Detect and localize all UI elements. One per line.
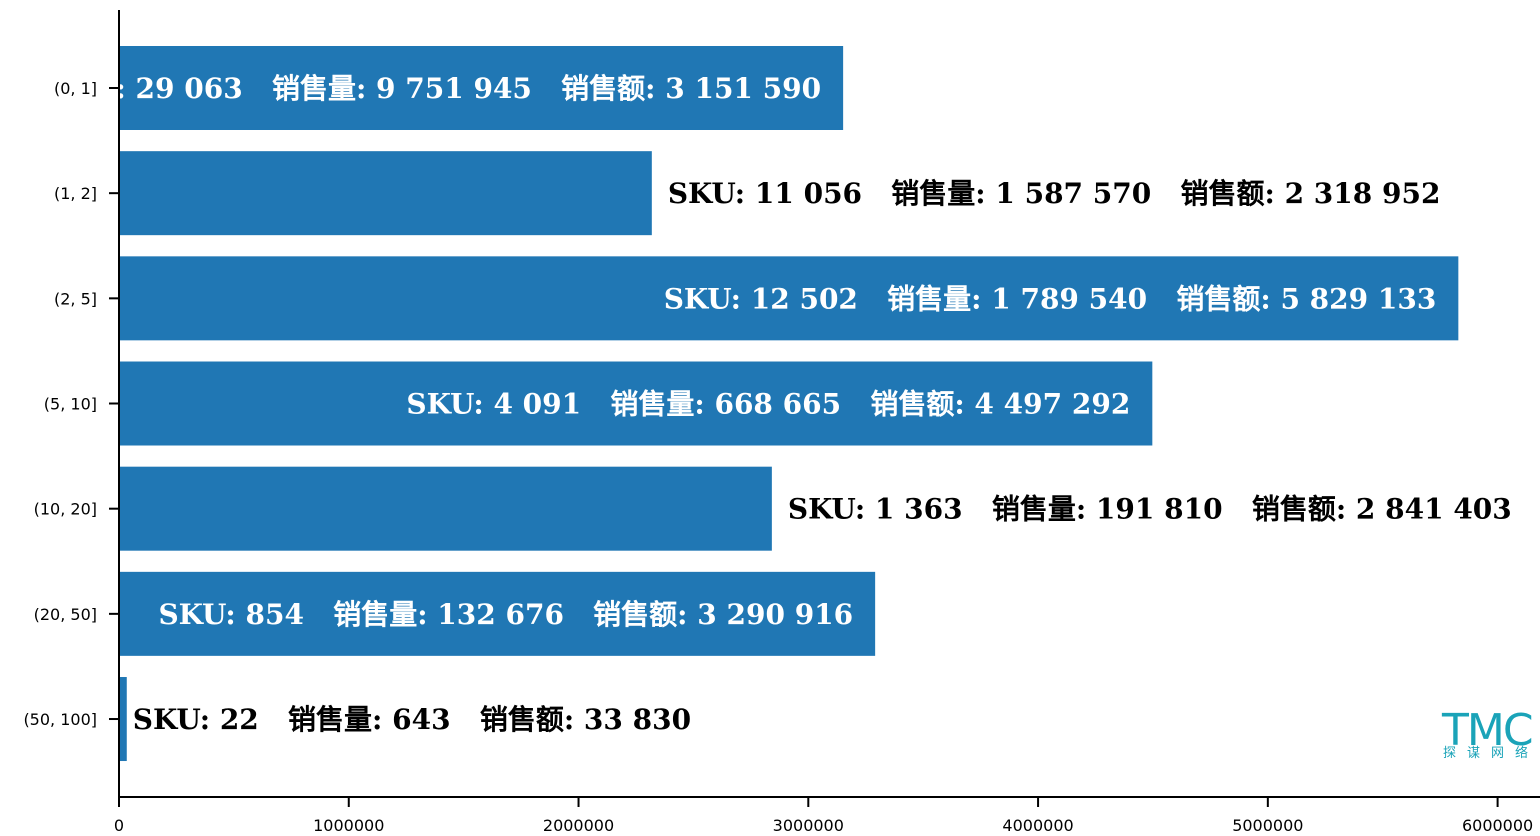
y-tick-label: (5, 10] <box>44 395 97 414</box>
y-tick-label: (50, 100] <box>23 710 97 729</box>
x-tick-label: 2000000 <box>543 816 614 835</box>
bar <box>119 256 1459 341</box>
watermark-logo-text: TMC <box>1441 705 1532 756</box>
x-tick-label: 6000000 <box>1462 816 1533 835</box>
y-tick-label: (0, 1] <box>54 79 97 98</box>
watermark-logo-subtext: 探谋网络 <box>1443 745 1539 761</box>
x-tick-label: 4000000 <box>1002 816 1073 835</box>
bar-data-label: SKU: 12 502 销售量: 1 789 540 销售额: 5 829 13… <box>664 282 1437 315</box>
x-tick-label: 3000000 <box>773 816 844 835</box>
bar <box>119 677 127 762</box>
y-tick-label: (20, 50] <box>34 605 97 624</box>
y-tick-label: (10, 20] <box>34 500 97 519</box>
bar-data-label: SKU: 29 063 销售量: 9 751 945 销售额: 3 151 59… <box>48 72 821 105</box>
bar <box>119 571 876 656</box>
x-tick-label: 5000000 <box>1232 816 1303 835</box>
bar <box>119 46 844 130</box>
bar <box>119 151 652 236</box>
x-tick-label: 0 <box>114 816 124 835</box>
bar <box>119 361 1153 446</box>
y-tick-label: (2, 5] <box>54 289 97 308</box>
watermark-logo: TMC 探谋网络 <box>1441 705 1539 761</box>
y-axis: (0, 1] (1, 2] (2, 5] (5, 10] (10, 20] (20, 50… <box>23 10 120 797</box>
bars-group <box>119 46 1459 762</box>
bar-labels-group: SKU: 29 063 销售量: 9 751 945 销售额: 3 151 59… <box>48 72 1511 736</box>
bar-data-label: SKU: 11 056 销售量: 1 587 570 销售额: 2 318 95… <box>668 177 1441 210</box>
x-axis: 0 1000000 2000000 3000000 4000000 5000000 6000… <box>114 796 1540 835</box>
bar-data-label: SKU: 854 销售量: 132 676 销售额: 3 290 916 <box>158 598 853 631</box>
y-tick-label: (1, 2] <box>54 184 97 203</box>
bar-data-label: SKU: 4 091 销售量: 668 665 销售额: 4 497 292 <box>406 388 1130 421</box>
x-tick-label: 1000000 <box>313 816 384 835</box>
bar-data-label: SKU: 1 363 销售量: 191 810 销售额: 2 841 403 <box>788 493 1512 526</box>
bar-data-label: SKU: 22 销售量: 643 销售额: 33 830 <box>133 703 691 736</box>
bar <box>119 466 772 551</box>
